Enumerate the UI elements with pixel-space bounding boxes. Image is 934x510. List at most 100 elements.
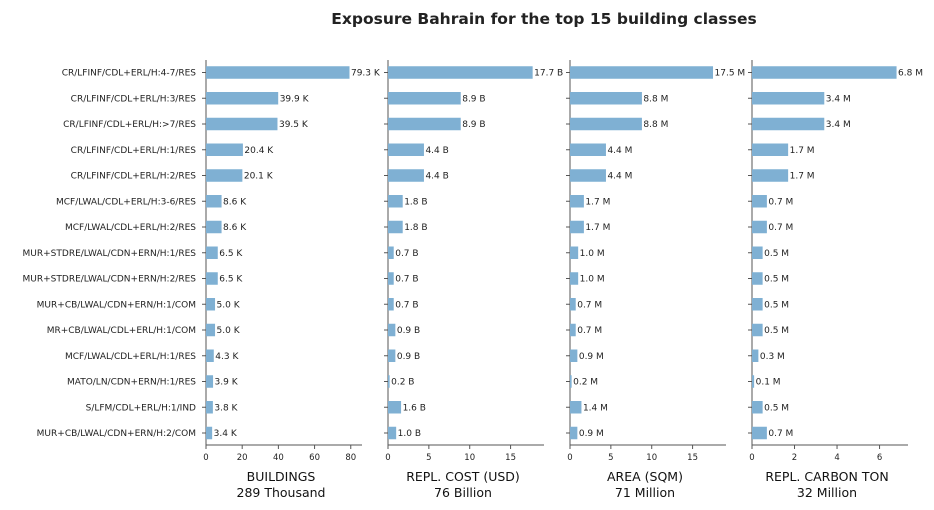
data-label: 1.7 M xyxy=(790,172,815,182)
bar xyxy=(570,246,579,259)
data-label: 0.7 M xyxy=(577,300,602,310)
bar xyxy=(752,169,789,182)
bar xyxy=(752,92,825,105)
data-label: 39.5 K xyxy=(279,120,309,130)
bar xyxy=(388,298,394,311)
data-label: 3.4 M xyxy=(826,120,851,130)
data-label: 5.0 K xyxy=(217,300,241,310)
bar xyxy=(388,375,390,388)
bar xyxy=(752,66,897,79)
bar xyxy=(752,298,763,311)
data-label: 5.0 K xyxy=(217,326,241,336)
x-tick-label: 6 xyxy=(877,453,882,463)
category-label: MR+CB/LWAL/CDL+ERL/H:1/COM xyxy=(47,326,196,336)
panel-1: 79.3 K 39.9 K 39.5 K 20.4 K 20.1 K 8.6 K 8.6 K… xyxy=(202,60,381,500)
category-labels: CR/LFINF/CDL+ERL/H:4-7/RES CR/LFINF/CDL+E… xyxy=(23,69,197,440)
x-tick-label: 20 xyxy=(237,453,248,463)
data-label: 20.1 K xyxy=(244,172,274,182)
data-label: 20.4 K xyxy=(244,146,274,156)
bar xyxy=(570,272,579,285)
data-label: 1.7 M xyxy=(790,146,815,156)
data-label: 0.9 M xyxy=(579,352,604,362)
bar xyxy=(752,272,763,285)
x-tick-label: 5 xyxy=(426,453,431,463)
bar xyxy=(206,92,279,105)
bar xyxy=(388,92,461,105)
bar xyxy=(752,195,767,208)
category-label: MUR+CB/LWAL/CDN+ERN/H:2/COM xyxy=(37,429,196,439)
data-label: 3.9 K xyxy=(215,378,239,388)
data-label: 1.7 M xyxy=(585,223,610,233)
panel-3: 17.5 M 8.8 M 8.8 M 4.4 M 4.4 M 1.7 M 1.7 M 1.0 … xyxy=(566,60,745,500)
category-label: MUR+CB/LWAL/CDN+ERN/H:1/COM xyxy=(37,300,196,310)
bar xyxy=(752,117,825,131)
x-axis-label: REPL. COST (USD) xyxy=(406,469,520,484)
x-tick-label: 80 xyxy=(345,453,356,463)
data-label: 4.4 M xyxy=(607,172,632,182)
panel-4: 6.8 M 3.4 M 3.4 M 1.7 M 1.7 M 0.7 M 0.7 M 0.5 M… xyxy=(748,60,923,500)
bar xyxy=(388,169,424,182)
bar xyxy=(206,220,222,234)
x-axis-label: BUILDINGS xyxy=(247,469,316,484)
data-label: 0.7 M xyxy=(768,429,793,439)
bar xyxy=(752,220,767,234)
bar xyxy=(206,375,214,388)
bar xyxy=(206,66,350,79)
data-label: 4.3 K xyxy=(215,352,239,362)
bar xyxy=(570,66,714,79)
bar xyxy=(570,195,584,208)
x-tick-label: 0 xyxy=(385,453,390,463)
category-label: MUR+STDRE/LWAL/CDN+ERN/H:2/RES xyxy=(23,275,197,285)
data-label: 8.6 K xyxy=(223,223,247,233)
category-label: CR/LFINF/CDL+ERL/H:>7/RES xyxy=(63,120,196,130)
data-label: 0.7 B xyxy=(395,300,418,310)
bar xyxy=(206,143,243,156)
bar xyxy=(206,426,213,440)
data-label: 4.4 B xyxy=(425,172,448,182)
bar xyxy=(388,246,394,259)
bar xyxy=(206,169,243,182)
data-label: 0.7 B xyxy=(395,275,418,285)
bar xyxy=(206,401,213,414)
bar xyxy=(388,66,533,79)
data-label: 8.8 M xyxy=(643,94,668,104)
bar xyxy=(206,349,214,362)
data-label: 8.9 B xyxy=(462,94,485,104)
data-label: 0.7 B xyxy=(395,249,418,259)
x-tick-label: 10 xyxy=(646,453,657,463)
data-label: 6.5 K xyxy=(219,275,243,285)
data-label: 1.6 B xyxy=(403,403,426,413)
x-tick-label: 0 xyxy=(567,453,572,463)
bar xyxy=(570,92,642,105)
x-axis-total: 71 Million xyxy=(615,485,675,500)
bar xyxy=(570,401,582,414)
x-tick-label: 4 xyxy=(834,453,839,463)
chart-title: Exposure Bahrain for the top 15 building… xyxy=(331,10,756,28)
category-label: CR/LFINF/CDL+ERL/H:1/RES xyxy=(71,146,197,156)
bar xyxy=(388,349,396,362)
x-axis-total: 289 Thousand xyxy=(237,485,326,500)
data-label: 3.8 K xyxy=(214,403,238,413)
x-tick-label: 15 xyxy=(505,453,516,463)
bar xyxy=(570,117,642,131)
data-label: 1.0 B xyxy=(398,429,421,439)
x-tick-label: 60 xyxy=(309,453,320,463)
category-label: MUR+STDRE/LWAL/CDN+ERN/H:1/RES xyxy=(23,249,197,259)
data-label: 1.0 M xyxy=(580,275,605,285)
bar xyxy=(752,349,759,362)
x-tick-label: 10 xyxy=(464,453,475,463)
data-label: 8.9 B xyxy=(462,120,485,130)
category-label: CR/LFINF/CDL+ERL/H:4-7/RES xyxy=(62,69,197,79)
data-label: 1.0 M xyxy=(580,249,605,259)
category-label: S/LFM/CDL+ERL/H:1/IND xyxy=(86,403,196,413)
bar xyxy=(388,117,461,131)
data-label: 0.9 B xyxy=(397,326,420,336)
data-label: 4.4 B xyxy=(425,146,448,156)
x-tick-label: 0 xyxy=(203,453,208,463)
bar xyxy=(752,401,763,414)
data-label: 0.7 M xyxy=(768,223,793,233)
data-label: 0.9 B xyxy=(397,352,420,362)
data-label: 0.7 M xyxy=(768,197,793,207)
data-label: 1.7 M xyxy=(585,197,610,207)
